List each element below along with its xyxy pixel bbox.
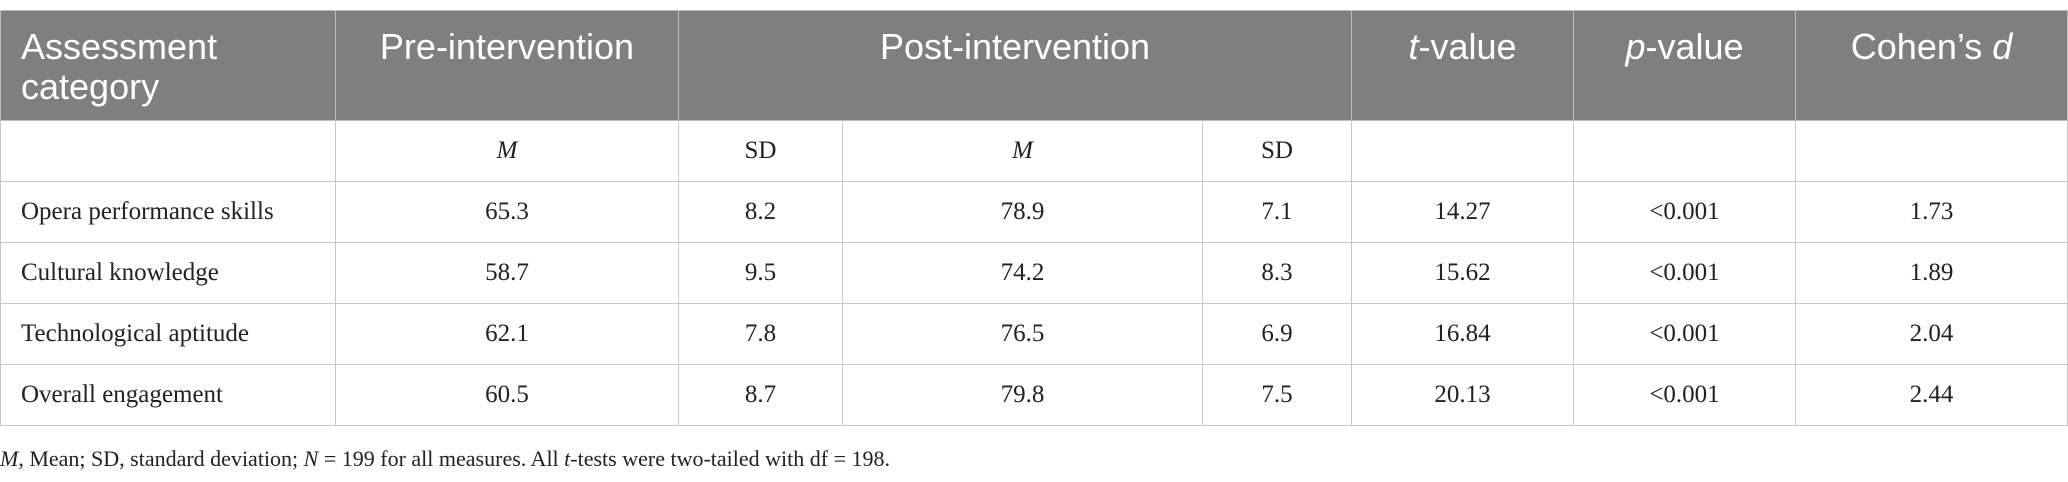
- table-footnote: M, Mean; SD, standard deviation; N = 199…: [0, 446, 890, 472]
- cell-pre-m: 65.3: [335, 181, 679, 243]
- footnote-t-symbol: t: [564, 446, 571, 471]
- header-cohens-d: Cohen’s d: [1795, 10, 2068, 121]
- table-row: Opera performance skills 65.3 8.2 78.9 7…: [0, 181, 2068, 243]
- subheader-post-m: M: [842, 120, 1203, 182]
- row-category: Cultural knowledge: [0, 242, 336, 304]
- cell-cohens-d: 2.04: [1795, 303, 2068, 365]
- subheader-empty-cell: [1795, 120, 2068, 182]
- cell-pre-m: 62.1: [335, 303, 679, 365]
- cell-t-value: 20.13: [1351, 364, 1575, 426]
- t-symbol: t: [1408, 26, 1419, 67]
- cell-post-sd: 8.3: [1201, 242, 1353, 304]
- subheader-pre-sd: SD: [678, 120, 843, 182]
- cell-cohens-d: 2.44: [1795, 364, 2068, 426]
- cell-pre-sd: 8.7: [678, 364, 843, 426]
- cell-pre-sd: 8.2: [678, 181, 843, 243]
- cell-post-sd: 6.9: [1201, 303, 1353, 365]
- subheader-row: M SD M SD: [0, 120, 2068, 182]
- footnote-n-symbol: N: [303, 446, 319, 471]
- subheader-pre-m: M: [335, 120, 679, 182]
- cell-pre-sd: 9.5: [678, 242, 843, 304]
- cohens-prefix: Cohen’s: [1850, 26, 1993, 67]
- cell-p-value: <0.001: [1573, 181, 1797, 243]
- header-pre-intervention: Pre-intervention: [335, 10, 679, 121]
- cell-t-value: 15.62: [1351, 242, 1575, 304]
- results-table: Assessment category Pre-intervention Pos…: [0, 10, 2068, 426]
- cell-post-m: 74.2: [842, 242, 1203, 304]
- footnote-text-1: , Mean; SD, standard deviation;: [18, 446, 304, 471]
- subheader-empty-cell: [1351, 120, 1575, 182]
- header-t-value: t-value: [1351, 10, 1575, 121]
- cell-post-sd: 7.5: [1201, 364, 1353, 426]
- cell-t-value: 16.84: [1351, 303, 1575, 365]
- table-row: Overall engagement 60.5 8.7 79.8 7.5 20.…: [0, 364, 2068, 426]
- table-row: Technological aptitude 62.1 7.8 76.5 6.9…: [0, 303, 2068, 365]
- cell-p-value: <0.001: [1573, 242, 1797, 304]
- subheader-post-sd: SD: [1201, 120, 1353, 182]
- cell-pre-m: 60.5: [335, 364, 679, 426]
- cell-post-m: 78.9: [842, 181, 1203, 243]
- cell-cohens-d: 1.73: [1795, 181, 2068, 243]
- header-post-intervention: Post-intervention: [677, 10, 1353, 121]
- subheader-empty-cell: [0, 120, 336, 182]
- cell-p-value: <0.001: [1573, 364, 1797, 426]
- row-category: Overall engagement: [0, 364, 336, 426]
- cell-cohens-d: 1.89: [1795, 242, 2068, 304]
- t-value-suffix: -value: [1418, 26, 1517, 67]
- p-value-suffix: -value: [1645, 26, 1744, 67]
- row-category: Opera performance skills: [0, 181, 336, 243]
- footnote-text-3: -tests were two-tailed with df = 198.: [570, 446, 891, 471]
- footnote-text-2: = 199 for all measures. All: [318, 446, 565, 471]
- table-row: Cultural knowledge 58.7 9.5 74.2 8.3 15.…: [0, 242, 2068, 304]
- footnote-m-symbol: M: [0, 446, 19, 471]
- row-category: Technological aptitude: [0, 303, 336, 365]
- subheader-empty-cell: [1573, 120, 1797, 182]
- header-row: Assessment category Pre-intervention Pos…: [0, 10, 2068, 121]
- p-symbol: p: [1625, 26, 1646, 67]
- cell-t-value: 14.27: [1351, 181, 1575, 243]
- cell-post-m: 79.8: [842, 364, 1203, 426]
- cell-post-sd: 7.1: [1201, 181, 1353, 243]
- d-symbol: d: [1992, 26, 2013, 67]
- header-assessment-category: Assessment category: [0, 10, 336, 121]
- header-p-value: p-value: [1573, 10, 1797, 121]
- cell-pre-m: 58.7: [335, 242, 679, 304]
- cell-post-m: 76.5: [842, 303, 1203, 365]
- cell-pre-sd: 7.8: [678, 303, 843, 365]
- cell-p-value: <0.001: [1573, 303, 1797, 365]
